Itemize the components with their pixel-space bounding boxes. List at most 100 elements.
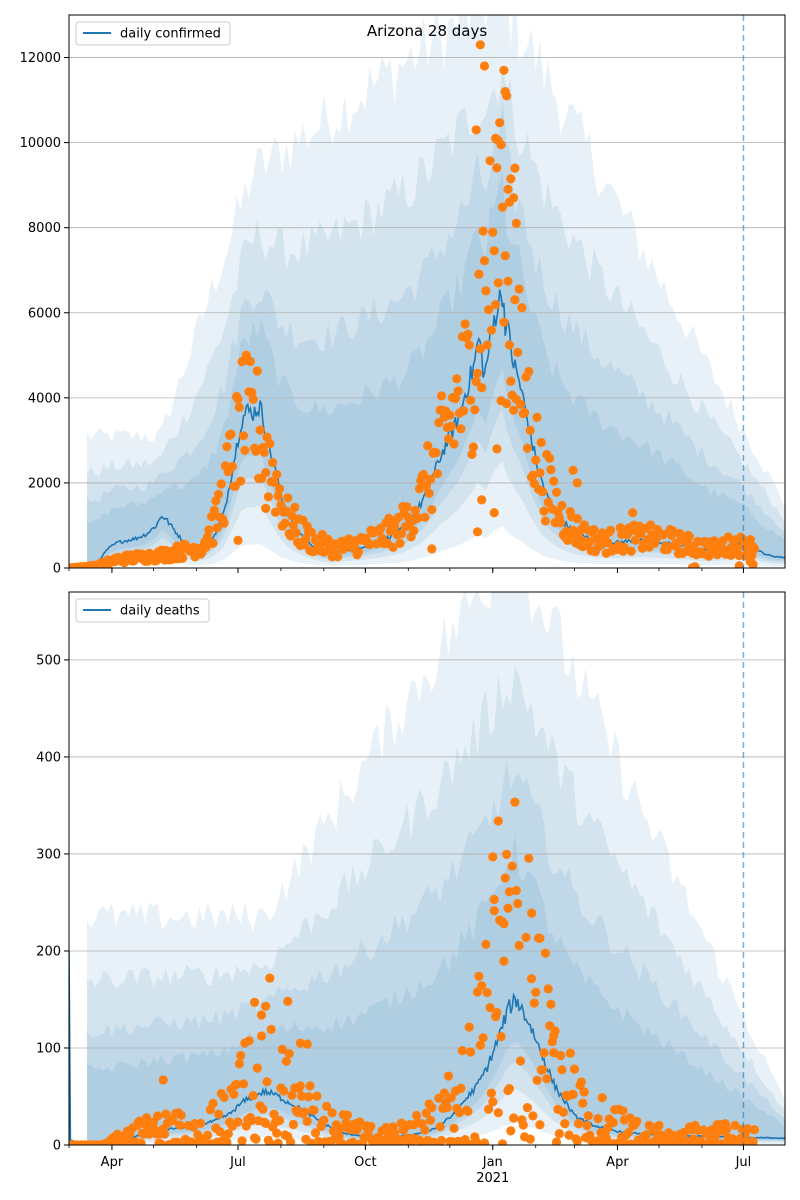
data-point xyxy=(475,40,485,50)
data-point xyxy=(471,1136,481,1145)
data-point xyxy=(295,1081,305,1091)
data-point xyxy=(435,1122,445,1132)
grid-lines xyxy=(69,659,785,1049)
data-point xyxy=(748,560,758,568)
data-point xyxy=(482,340,492,350)
data-point xyxy=(222,442,232,452)
data-point xyxy=(554,1129,564,1139)
data-point xyxy=(446,1093,456,1103)
data-point xyxy=(502,399,512,409)
data-point xyxy=(214,1109,224,1119)
data-point xyxy=(248,1091,258,1101)
data-point xyxy=(204,525,214,535)
data-point xyxy=(496,140,506,150)
data-point xyxy=(283,493,293,503)
data-point xyxy=(485,1003,495,1013)
data-point xyxy=(593,1114,603,1124)
data-point xyxy=(502,91,512,101)
data-point xyxy=(628,508,638,518)
data-point xyxy=(238,431,249,441)
y-axis: 0 2000 4000 6000 8000 10000 12000 xyxy=(20,51,69,577)
data-point xyxy=(245,356,255,367)
data-point xyxy=(334,1131,344,1142)
data-point xyxy=(261,468,271,478)
legend[interactable]: daily deaths xyxy=(75,598,210,623)
data-point xyxy=(492,163,502,173)
data-point xyxy=(502,849,512,860)
data-point xyxy=(439,1088,449,1098)
data-point xyxy=(734,561,744,568)
data-point xyxy=(524,853,534,863)
data-point xyxy=(504,887,514,897)
data-point xyxy=(500,251,510,261)
data-point xyxy=(290,502,300,512)
data-point xyxy=(479,256,490,266)
data-point xyxy=(623,1128,634,1138)
data-point xyxy=(304,1092,314,1102)
data-point xyxy=(538,487,548,497)
data-point xyxy=(481,286,491,296)
data-point xyxy=(636,529,646,539)
data-point xyxy=(219,1092,229,1102)
y-tick-label: 0 xyxy=(53,1139,61,1154)
data-point xyxy=(749,1125,760,1135)
data-point xyxy=(510,163,520,173)
data-point xyxy=(229,1089,239,1099)
data-point xyxy=(568,1089,578,1099)
data-point xyxy=(504,1084,514,1094)
data-point xyxy=(488,227,498,237)
data-point xyxy=(388,542,398,553)
data-point xyxy=(319,1115,329,1125)
data-point xyxy=(510,797,520,807)
data-point xyxy=(585,537,595,547)
data-point xyxy=(453,386,463,396)
data-point xyxy=(497,202,508,212)
data-point xyxy=(366,1121,376,1131)
data-point xyxy=(460,1135,470,1145)
data-point xyxy=(568,465,578,475)
data-point xyxy=(508,405,519,415)
data-point xyxy=(168,1116,178,1126)
data-point xyxy=(251,446,261,456)
data-point xyxy=(482,988,492,998)
data-point xyxy=(456,424,466,434)
data-point xyxy=(283,996,293,1007)
data-point xyxy=(208,538,218,548)
data-point xyxy=(743,1124,753,1134)
data-point xyxy=(518,1120,528,1130)
data-point xyxy=(236,1051,246,1061)
data-point xyxy=(247,1115,257,1125)
data-point xyxy=(672,541,682,552)
data-point xyxy=(288,1119,298,1130)
data-point xyxy=(556,518,566,528)
data-point xyxy=(511,885,521,896)
data-point xyxy=(467,449,477,459)
data-point xyxy=(503,903,513,913)
data-point xyxy=(302,1039,312,1049)
data-point xyxy=(539,1048,549,1058)
y-tick-label: 6000 xyxy=(28,306,61,321)
data-point xyxy=(492,1007,502,1018)
data-point xyxy=(521,932,531,943)
data-point xyxy=(625,1113,635,1123)
data-point xyxy=(277,1044,287,1054)
data-point xyxy=(272,1128,282,1138)
data-point xyxy=(423,441,433,451)
data-point xyxy=(745,535,756,545)
data-point xyxy=(689,1134,699,1144)
data-point xyxy=(178,553,188,563)
data-point xyxy=(266,1024,276,1034)
data-point xyxy=(196,1118,206,1128)
data-point xyxy=(551,1137,562,1145)
legend[interactable]: daily confirmed xyxy=(75,21,231,46)
data-point xyxy=(427,505,437,515)
data-point xyxy=(352,1125,362,1135)
data-point xyxy=(208,1098,218,1108)
data-point xyxy=(477,495,487,505)
data-point xyxy=(287,511,297,521)
data-point xyxy=(327,1108,337,1118)
data-point xyxy=(535,468,545,478)
data-point xyxy=(256,1031,267,1041)
y-tick-label: 8000 xyxy=(28,221,61,236)
